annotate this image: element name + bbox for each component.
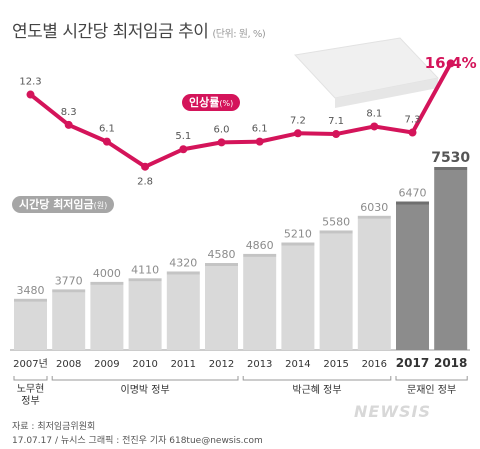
rate-value-label: 5.1 [175,131,191,142]
wage-bar-top [396,201,429,205]
year-tick-label: 2015 [323,359,348,370]
rate-value-label: 8.3 [61,107,77,118]
rate-value-label: 12.3 [19,77,41,88]
wage-value-label: 4000 [93,267,121,280]
rate-value-label: 7.1 [328,116,344,127]
rate-point [332,130,341,139]
wage-value-label: 6030 [360,201,388,214]
wage-bar-top [166,271,200,275]
wage-value-label: 5580 [322,215,350,228]
rate-value-label: 7.3 [405,115,421,126]
year-tick-label: 2018 [434,356,467,370]
newsis-logo: NEWSIS [354,402,431,421]
wage-bar [90,284,124,350]
wage-bar-top [357,215,391,219]
wage-bar-top [434,167,468,170]
rate-point [141,162,150,171]
wage-bar-top [205,263,238,267]
wage-value-label: 7530 [431,150,470,166]
wage-bar-top [90,281,124,285]
wage-value-label: 3480 [17,284,45,297]
wage-value-label: 6470 [399,187,427,200]
wage-value-label: 5210 [284,228,312,241]
government-bracket [395,376,468,381]
chart-unit: (단위: 원, %) [212,29,266,40]
rate-point [217,138,226,147]
rate-point [64,120,73,129]
wage-bar-top [281,242,315,246]
year-tick-label: 2013 [247,359,272,370]
government-bracket [242,376,392,381]
rate-legend: 인상률(%) [182,94,241,111]
government-bracket [51,376,239,381]
wage-bar [396,204,429,350]
year-tick-label: 2012 [209,359,234,370]
year-tick-label: 2009 [94,359,119,370]
rate-series-line [29,62,453,169]
wage-bar [128,281,162,350]
wage-bar [357,218,391,350]
wage-value-label: 4320 [169,256,197,269]
government-bracket [13,376,48,381]
wage-bar-top [52,289,86,293]
wage-value-label: 3770 [55,274,83,287]
rate-point [255,137,264,146]
wage-bar [52,292,86,350]
rate-point [446,59,455,68]
rate-point [370,122,379,131]
year-tick-label: 2011 [171,359,196,370]
rate-value-label: 6.1 [99,124,115,135]
wage-bar-top [128,278,162,282]
rate-value-label: 7.2 [290,115,306,126]
wage-bar [434,170,468,350]
rate-value-label: 6.1 [252,124,268,135]
rate-point [26,90,35,99]
year-tick-label: 2008 [56,359,81,370]
rate-legend-unit: (%) [219,99,234,108]
wage-bar [205,266,238,350]
government-label: 노무현 [17,383,45,395]
wage-bar [281,245,315,350]
wage-value-label: 4580 [208,248,236,261]
rate-point [408,128,417,137]
wage-legend-unit: (원) [93,201,108,210]
credit-note: 17.07.17 / 뉴시스 그래픽 : 전진우 기자 618tue@newsi… [12,436,263,446]
rate-point [293,129,302,138]
wage-bar [243,256,277,350]
wage-legend-label: 시간당 최저임금 [19,198,94,211]
rate-point [102,137,111,146]
paper-stack-edge [335,78,438,108]
year-tick-label: 2007년 [13,358,48,370]
wage-value-label: 4860 [246,239,274,252]
year-tick-label: 2017 [396,356,429,370]
government-label: 이명박 정부 [121,384,170,396]
rate-value-label: 16.4% [425,54,477,72]
wage-value-label: 4110 [131,263,159,276]
wage-bar-top [243,253,277,257]
source-note: 자료 : 최저임금위원회 [12,422,96,432]
wage-bar [166,274,200,350]
rate-point [179,145,188,154]
wage-bar [319,233,353,350]
wage-bar-top [14,298,47,302]
rate-value-label: 2.8 [137,177,153,188]
year-tick-label: 2014 [285,359,310,370]
year-tick-label: 2010 [132,359,157,370]
wage-legend: 시간당 최저임금(원) [12,196,115,213]
government-label: 박근혜 정부 [292,384,341,396]
government-label: 정부 [21,395,39,407]
rate-value-label: 8.1 [366,108,382,119]
rate-value-label: 6.0 [214,124,230,135]
wage-bar-top [319,230,353,234]
rate-legend-label: 인상률 [189,96,220,109]
year-tick-label: 2016 [362,359,387,370]
wage-bar [14,301,47,350]
chart-title: 연도별 시간당 최저임금 추이 (단위: 원, %) [12,22,266,42]
government-label: 문재인 정부 [407,384,456,396]
